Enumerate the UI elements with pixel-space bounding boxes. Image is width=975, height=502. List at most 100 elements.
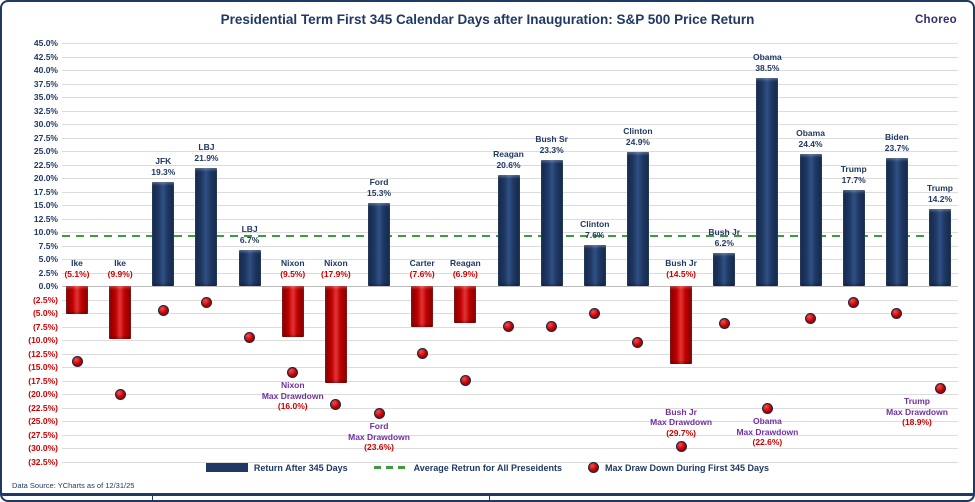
return-bar-4-lbj bbox=[238, 249, 261, 286]
gridline bbox=[62, 353, 958, 355]
return-bar-20-trump bbox=[929, 209, 951, 286]
gridline bbox=[62, 110, 958, 112]
y-axis-tick: 32.5% bbox=[33, 105, 58, 116]
bar-label: Ike (9.9%) bbox=[107, 258, 133, 279]
drawdown-dot bbox=[589, 307, 601, 319]
y-axis-tick: 15.0% bbox=[33, 200, 58, 210]
y-axis-tick: 22.5% bbox=[33, 159, 58, 170]
y-axis-tick: 25.0% bbox=[33, 146, 58, 156]
y-axis-tick: (2.5%) bbox=[32, 294, 58, 305]
bar-label: Obama 24.4% bbox=[796, 128, 825, 150]
y-axis-tick: (27.5%) bbox=[28, 429, 58, 440]
y-axis-tick: 20.0% bbox=[33, 173, 58, 183]
gridline bbox=[62, 313, 958, 314]
return-bar-14-bush-jr bbox=[670, 286, 693, 365]
gridline bbox=[62, 83, 958, 85]
bottom-border-tick bbox=[152, 493, 153, 500]
gridline bbox=[62, 137, 958, 139]
return-bar-12-clinton bbox=[583, 244, 606, 286]
y-axis-tick: 27.5% bbox=[33, 132, 58, 143]
y-axis-tick: (20.0%) bbox=[28, 389, 58, 399]
gridline bbox=[62, 461, 958, 463]
drawdown-dot bbox=[416, 348, 428, 359]
bar-label: Biden 23.7% bbox=[884, 132, 909, 154]
return-bar-8-carter bbox=[411, 286, 434, 328]
drawdown-annotation: Bush Jr Max Drawdown (29.7%) bbox=[650, 406, 713, 438]
bar-swatch-icon bbox=[205, 463, 248, 472]
gridline bbox=[62, 299, 958, 301]
gridline bbox=[62, 97, 958, 98]
legend-label-return: Return After 345 Days bbox=[253, 462, 348, 473]
gridline bbox=[62, 70, 958, 71]
return-bar-15-bush-jr bbox=[713, 252, 736, 286]
return-bar-5-nixon bbox=[281, 286, 304, 338]
return-bar-11-bush-sr bbox=[540, 160, 563, 286]
drawdown-dot bbox=[459, 375, 471, 386]
bar-label: LBJ 21.9% bbox=[194, 141, 219, 163]
bar-label: Nixon (9.5%) bbox=[280, 258, 306, 279]
drawdown-dot bbox=[287, 366, 299, 378]
legend: Return After 345 Days Average Retrun for… bbox=[2, 462, 973, 473]
drawdown-annotation: Ford Max Drawdown (23.6%) bbox=[348, 421, 410, 453]
gridline bbox=[62, 434, 958, 436]
drawdown-dot bbox=[805, 312, 817, 324]
drawdown-dot bbox=[718, 318, 730, 330]
drawdown-dot bbox=[546, 321, 558, 332]
drawdown-annotation: Trump Max Drawdown (18.9%) bbox=[886, 396, 948, 428]
y-axis-tick: 42.5% bbox=[33, 51, 58, 62]
drawdown-annotation: Nixon Max Drawdown (16.0%) bbox=[261, 380, 324, 412]
y-axis-tick: (5.0%) bbox=[32, 308, 58, 318]
bar-label: Trump 14.2% bbox=[927, 183, 953, 205]
drawdown-dot bbox=[934, 382, 946, 394]
gridline bbox=[62, 124, 958, 125]
bar-label: Ike (5.1%) bbox=[64, 258, 90, 279]
gridline bbox=[62, 394, 958, 395]
return-bar-17-obama bbox=[799, 154, 822, 286]
return-bar-7-ford bbox=[368, 203, 391, 286]
legend-item-drawdown: Max Draw Down During First 345 Days bbox=[588, 462, 769, 473]
drawdown-dot bbox=[244, 331, 256, 343]
legend-item-return: Return After 345 Days bbox=[205, 462, 348, 473]
drawdown-dot bbox=[503, 321, 514, 332]
bar-label: Reagan 20.6% bbox=[493, 148, 524, 170]
y-axis-tick: (17.5%) bbox=[28, 375, 58, 386]
bar-label: Trump 17.7% bbox=[840, 164, 867, 186]
return-bar-18-trump bbox=[842, 190, 865, 286]
y-axis-tick: 7.5% bbox=[38, 240, 58, 251]
y-axis-tick: 10.0% bbox=[33, 227, 58, 237]
bar-label: Ford 15.3% bbox=[366, 177, 392, 199]
return-bar-9-reagan bbox=[454, 286, 477, 324]
bar-label: Obama 38.5% bbox=[752, 52, 782, 74]
gridline bbox=[62, 407, 958, 409]
gridline bbox=[62, 151, 958, 152]
gridline bbox=[62, 286, 958, 287]
return-bar-19-biden bbox=[885, 158, 908, 286]
drawdown-dot bbox=[157, 304, 169, 316]
return-bar-0-ike bbox=[66, 286, 88, 314]
y-axis-tick: (25.0%) bbox=[28, 416, 58, 426]
bar-label: Reagan (6.9%) bbox=[449, 258, 481, 279]
choreo-logo: Choreo bbox=[914, 14, 957, 26]
y-axis-tick: 12.5% bbox=[33, 213, 58, 224]
return-bar-2-jfk bbox=[152, 181, 175, 286]
bottom-border-tick bbox=[489, 493, 490, 500]
y-axis-tick: 45.0% bbox=[33, 38, 58, 48]
drawdown-dot bbox=[632, 337, 644, 349]
drawdown-dot bbox=[114, 388, 126, 400]
dashed-line-icon bbox=[373, 466, 408, 469]
y-axis-tick: 37.5% bbox=[33, 78, 58, 89]
drawdown-annotation: Obama Max Drawdown (22.6%) bbox=[736, 416, 799, 448]
bar-label: Bush Jr 6.2% bbox=[708, 226, 741, 248]
bar-label: Clinton 24.9% bbox=[623, 125, 653, 147]
drawdown-dot bbox=[373, 407, 385, 419]
gridline bbox=[62, 367, 958, 368]
return-bar-6-nixon bbox=[324, 286, 347, 383]
gridline bbox=[62, 56, 958, 58]
legend-label-drawdown: Max Draw Down During First 345 Days bbox=[605, 462, 770, 473]
return-bar-10-reagan bbox=[497, 174, 520, 286]
y-axis-tick: 0.0% bbox=[38, 281, 58, 291]
y-axis-tick: (22.5%) bbox=[28, 402, 58, 413]
legend-label-average: Average Retrun for All Preseidents bbox=[413, 462, 563, 473]
drawdown-dot bbox=[675, 440, 687, 452]
